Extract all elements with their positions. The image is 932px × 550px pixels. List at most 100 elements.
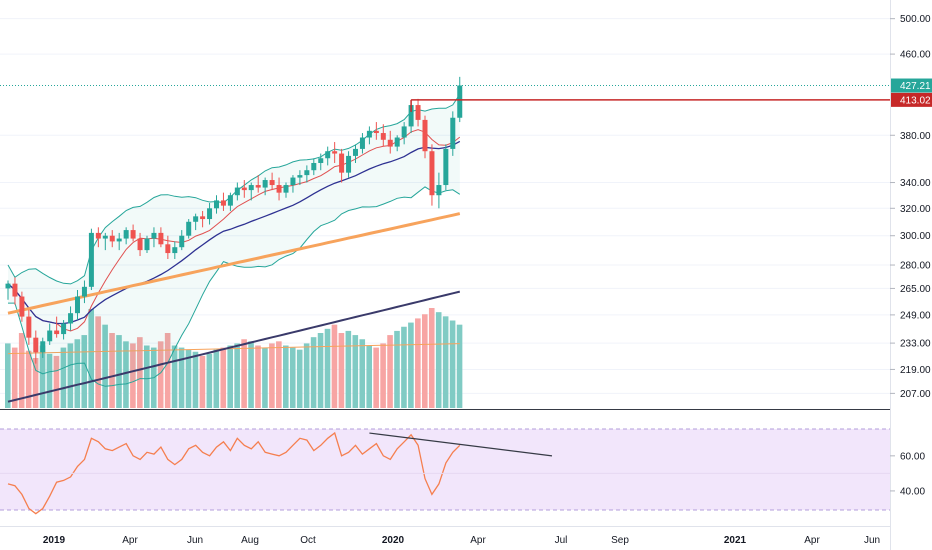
volume-bar: [296, 349, 303, 408]
candle-body: [394, 137, 400, 147]
volume-bar: [53, 355, 60, 408]
volume-bar: [289, 347, 296, 408]
volume-bar: [178, 347, 185, 408]
price-tick-label: 460.00: [900, 50, 931, 61]
candle-body: [19, 296, 25, 317]
volume-bar: [331, 324, 338, 408]
volume-bar: [435, 312, 442, 408]
candle-body: [151, 232, 157, 239]
price-tag-label: 413.02: [900, 95, 931, 106]
candle-body: [332, 151, 338, 154]
volume-bar: [157, 341, 164, 408]
volume-bar: [95, 316, 101, 408]
volume-bar: [324, 328, 331, 408]
candle-body: [81, 286, 87, 297]
rsi-line: [7, 431, 461, 515]
rsi-tick-label: 60.00: [900, 451, 925, 462]
volume-bar: [46, 353, 53, 408]
volume-bar: [206, 353, 213, 408]
candle-body: [172, 247, 178, 254]
volume-bar: [408, 322, 414, 408]
volume-bar: [11, 347, 18, 408]
candle-body: [353, 148, 358, 156]
candle-body: [283, 185, 289, 193]
candle-body: [450, 117, 456, 149]
rsi-tick-label: 40.00: [900, 486, 925, 497]
time-tick-label: Apr: [804, 535, 820, 546]
volume-bar: [394, 330, 400, 408]
candle-body: [255, 185, 261, 188]
candle-body: [241, 187, 247, 191]
volume-bar: [387, 335, 393, 408]
candle-body: [144, 238, 150, 251]
candle-body: [234, 187, 240, 196]
price-tick-label: 500.00: [900, 14, 931, 25]
time-scale[interactable]: 2019 Apr Jun Aug Oct 2020 Apr Jul Sep 2021 Apr Jun: [43, 535, 880, 546]
rsi-divergence-trendline: [369, 432, 553, 457]
volume-bar: [88, 309, 94, 408]
volume-bar: [352, 335, 359, 408]
price-tick-label: 280.00: [900, 261, 931, 272]
price-tick-label: 233.00: [900, 339, 931, 350]
volume-bar: [213, 349, 220, 408]
candle-body: [40, 341, 46, 353]
candle-body: [102, 235, 108, 239]
volume-bar: [25, 350, 32, 408]
volume-bar: [164, 333, 171, 408]
candle-body: [276, 185, 282, 193]
candle-body: [311, 162, 317, 171]
candle-body: [220, 200, 226, 206]
candle-body: [304, 170, 310, 176]
volume-bar: [345, 330, 352, 408]
candle-body: [158, 232, 164, 245]
volume-bar: [5, 343, 11, 408]
candle-body: [26, 316, 32, 338]
volume-bar: [137, 337, 143, 408]
price-tick-label: 340.00: [900, 178, 931, 189]
candle-body: [359, 137, 365, 149]
candle-body: [401, 126, 407, 138]
price-scale[interactable]: 500.00 460.00 380.00 340.00 320.00 300.00 280.…: [890, 14, 932, 497]
price-tick-label: 207.00: [900, 389, 931, 400]
candle-body: [116, 238, 122, 242]
volume-bar: [171, 345, 178, 408]
volume-bar: [269, 343, 275, 408]
candle-body: [88, 232, 94, 287]
candle-body: [325, 151, 331, 159]
ma-long-line: [7, 212, 461, 315]
volume-bar: [130, 343, 136, 408]
volume-bar: [338, 333, 345, 408]
candle-body: [207, 208, 213, 220]
candle-body: [415, 105, 421, 120]
candle-body: [95, 232, 101, 239]
volume-bar: [276, 341, 282, 408]
price-tick-label: 320.00: [900, 204, 931, 215]
time-tick-label: 2019: [43, 535, 66, 546]
volume-bar: [283, 345, 289, 408]
candle-body: [373, 130, 379, 134]
volume-bar: [60, 347, 67, 408]
time-tick-label: Aug: [241, 535, 259, 546]
time-tick-label: Sep: [611, 535, 629, 546]
candle-body: [33, 337, 39, 353]
volume-bar: [373, 347, 379, 408]
candle-body: [47, 330, 53, 342]
volume-bar: [241, 339, 247, 408]
volume-bar: [380, 343, 386, 408]
ma-mid-line: [7, 140, 461, 325]
price-tick-label: 300.00: [900, 231, 931, 242]
volume-bar: [234, 343, 240, 408]
candle-body: [346, 155, 352, 173]
candle-body: [200, 216, 206, 220]
volume-bar: [366, 345, 372, 408]
volume-bar: [32, 358, 39, 408]
candle-body: [248, 185, 254, 191]
candle-body: [366, 130, 372, 138]
candle-body: [54, 330, 60, 335]
time-tick-label: Jun: [187, 535, 203, 546]
candle-body: [269, 180, 275, 186]
volume-bar: [262, 347, 268, 408]
volume-bar: [428, 308, 435, 408]
candle-body: [123, 230, 129, 239]
